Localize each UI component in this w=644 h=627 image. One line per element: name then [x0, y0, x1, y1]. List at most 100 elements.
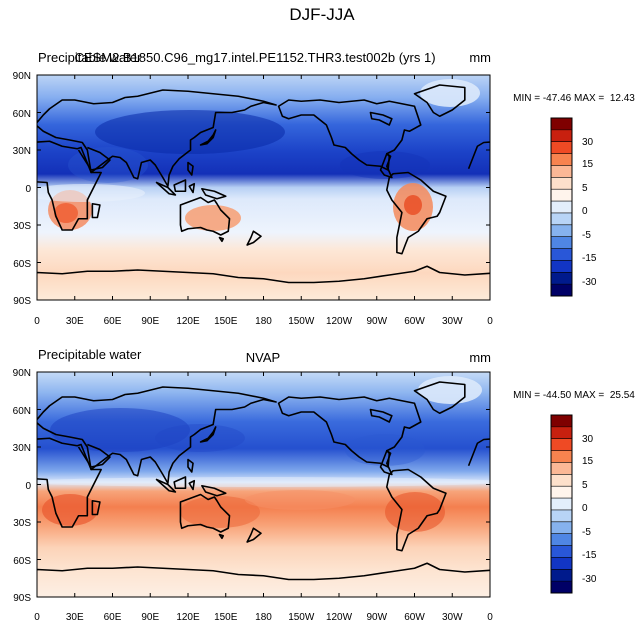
colorbar-swatch — [551, 236, 572, 249]
p1-lat-label: 30S — [13, 221, 31, 232]
colorbar-label: -30 — [582, 277, 597, 288]
p2-lat-label: 60S — [13, 556, 31, 567]
p1-lon-label: 150W — [288, 316, 315, 327]
colorbar-swatch — [551, 248, 572, 261]
p1-lat-label: 30N — [13, 146, 31, 157]
p1-lon-label: 180 — [255, 316, 272, 327]
p2-lon-label: 60W — [404, 612, 425, 623]
colorbar-swatch — [551, 438, 572, 451]
colorbar-label: -5 — [582, 527, 591, 538]
p2-lat-label: 30N — [13, 443, 31, 454]
colorbar-swatch — [551, 177, 572, 190]
colorbar-label: 30 — [582, 137, 594, 148]
p1-lon-label: 0 — [487, 316, 493, 327]
panel-2-map — [37, 372, 490, 597]
colorbar-labels: 30 15 5 0 -5 -15 -30 — [582, 434, 597, 585]
p2-lon-label: 180 — [255, 612, 272, 623]
panel-model: Precipitable water CESM2.B1850.C96_mg17.… — [13, 50, 636, 327]
panel-2-variable-title: Precipitable water — [38, 347, 142, 362]
panel-obs: Precipitable water NVAP mm 90N 60N 30N 0… — [13, 347, 636, 623]
p2-lat-label: 90S — [13, 593, 31, 604]
panel-2-units: mm — [469, 350, 491, 365]
p2-lon-label: 150E — [214, 612, 238, 623]
colorbar-label: 0 — [582, 206, 588, 217]
p2-lon-label: 60E — [104, 612, 122, 623]
colorbar-label: 5 — [582, 183, 588, 194]
p2-lon-label: 0 — [487, 612, 493, 623]
panel-2-lat-axis: 90N 60N 30N 0 30S 60S 90S — [13, 368, 32, 604]
figure-title: DJF-JJA — [289, 5, 355, 24]
colorbar-swatch — [551, 118, 572, 131]
p1-lon-label: 150E — [214, 316, 238, 327]
panel-1-min-max: MIN = -47.46 MAX = 12.43 — [513, 93, 635, 104]
p1-lon-label: 120W — [326, 316, 353, 327]
p1-lat-label: 0 — [25, 184, 31, 195]
p2-lat-label: 60N — [13, 406, 31, 417]
colorbar-label: -30 — [582, 574, 597, 585]
p2-lon-label: 0 — [34, 612, 40, 623]
colorbar-label: 5 — [582, 480, 588, 491]
colorbar-swatch — [551, 129, 572, 143]
colorbar-swatch — [551, 557, 572, 570]
panel-1-variable-title: Precipitable water — [38, 50, 142, 65]
colorbar-swatch — [551, 450, 572, 463]
colorbar-swatch — [551, 533, 572, 546]
colorbar-swatch — [551, 415, 572, 428]
colorbar-labels: 30 15 5 0 -5 -15 -30 — [582, 137, 597, 288]
colorbar-swatch — [551, 212, 572, 226]
colorbar-swatch — [551, 189, 572, 202]
colorbar-swatch — [551, 486, 572, 499]
p1-lon-label: 0 — [34, 316, 40, 327]
panel-2-case-title: NVAP — [246, 350, 280, 365]
p1-lon-label: 30W — [442, 316, 463, 327]
colorbar-label: -15 — [582, 550, 597, 561]
colorbar-swatch — [551, 141, 572, 154]
colorbar-swatch — [551, 153, 572, 166]
colorbar-swatch — [551, 521, 572, 534]
p1-lon-label: 90W — [366, 316, 387, 327]
colorbar-swatch — [551, 462, 572, 475]
panel-2-ticks — [36, 371, 491, 598]
colorbar-label: -5 — [582, 230, 591, 241]
colorbar-swatch — [551, 201, 572, 214]
p1-lon-label: 90E — [141, 316, 159, 327]
panel-2-min-max: MIN = -44.50 MAX = 25.54 — [513, 390, 635, 401]
panel-2-lon-axis: 0 30E 60E 90E 120E 150E 180 150W 120W 90… — [34, 612, 493, 623]
colorbar-swatch — [551, 474, 572, 487]
panel-1-colorbar: 30 15 5 0 -5 -15 -30 — [550, 117, 597, 297]
p1-lat-label: 90S — [13, 296, 31, 307]
colorbar-swatch — [551, 284, 572, 297]
p2-lat-label: 0 — [25, 481, 31, 492]
p2-lat-label: 90N — [13, 368, 31, 379]
p2-lon-label: 30E — [66, 612, 84, 623]
colorbar-label: 30 — [582, 434, 594, 445]
p1-lat-label: 60S — [13, 259, 31, 270]
p1-lon-label: 60W — [404, 316, 425, 327]
colorbar-swatch — [551, 165, 572, 178]
panel-2-colorbar: 30 15 5 0 -5 -15 -30 — [550, 414, 597, 594]
colorbar-label: -15 — [582, 253, 597, 264]
p1-lon-label: 30E — [66, 316, 84, 327]
panel-1-lon-axis: 0 30E 60E 90E 120E 150E 180 150W 120W 90… — [34, 316, 493, 327]
panel-1-case-title: CESM2.B1850.C96_mg17.intel.PE1152.THR3.t… — [74, 50, 435, 65]
p2-lon-label: 120E — [176, 612, 200, 623]
panel-1-ticks — [36, 74, 491, 301]
colorbar-swatch — [551, 498, 572, 511]
colorbar-swatches — [551, 415, 572, 594]
colorbar-swatches — [551, 118, 572, 297]
p1-lon-label: 60E — [104, 316, 122, 327]
p1-lon-label: 120E — [176, 316, 200, 327]
colorbar-swatch — [551, 426, 572, 440]
p2-lon-label: 90E — [141, 612, 159, 623]
p2-lat-label: 30S — [13, 518, 31, 529]
colorbar-label: 0 — [582, 503, 588, 514]
colorbar-swatch — [551, 569, 572, 582]
p2-lon-label: 30W — [442, 612, 463, 623]
p1-lat-label: 90N — [13, 71, 31, 82]
p2-lon-label: 150W — [288, 612, 315, 623]
panel-1-lat-axis: 90N 60N 30N 0 30S 60S 90S — [13, 71, 32, 307]
p1-lat-label: 60N — [13, 109, 31, 120]
colorbar-swatch — [551, 272, 572, 285]
colorbar-swatch — [551, 224, 572, 237]
